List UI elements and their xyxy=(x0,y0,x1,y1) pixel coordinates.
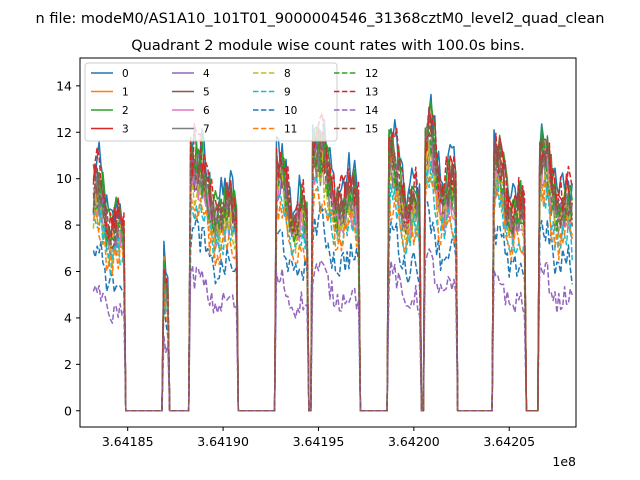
legend-label: 0 xyxy=(122,68,129,80)
chart-suptitle: n file: modeM0/AS1A10_101T01_9000004546_… xyxy=(36,11,605,27)
legend-item: 12 xyxy=(334,68,378,80)
y-tick-label: 4 xyxy=(64,310,72,325)
y-tick-label: 14 xyxy=(56,78,72,93)
legend-label: 13 xyxy=(365,87,378,99)
x-tick-label: 3.64200 xyxy=(388,434,440,449)
x-tick-label: 3.64205 xyxy=(483,434,535,449)
legend-item: 7 xyxy=(172,124,210,136)
legend-item: 13 xyxy=(334,87,378,99)
legend-item: 10 xyxy=(253,105,297,117)
x-tick-label: 3.64185 xyxy=(102,434,154,449)
legend-label: 11 xyxy=(284,124,297,136)
y-tick-label: 0 xyxy=(64,403,72,418)
legend-label: 10 xyxy=(284,105,297,117)
legend-label: 2 xyxy=(122,105,129,117)
x-axis: 3.64185 3.64190 3.64195 3.64200 3.64205 xyxy=(102,427,535,449)
legend-item: 6 xyxy=(172,105,210,117)
x-tick-label: 3.64195 xyxy=(293,434,345,449)
legend-label: 12 xyxy=(365,68,378,80)
legend-label: 8 xyxy=(284,68,291,80)
legend-item: 14 xyxy=(334,105,379,117)
legend-label: 1 xyxy=(122,87,129,99)
series-layer xyxy=(92,93,573,412)
legend-item: 1 xyxy=(91,87,129,99)
y-tick-label: 6 xyxy=(64,264,72,279)
legend-item: 11 xyxy=(253,124,297,136)
legend-item: 8 xyxy=(253,68,291,80)
x-tick-label: 3.64190 xyxy=(197,434,249,449)
legend-item: 5 xyxy=(172,87,210,99)
y-tick-label: 2 xyxy=(64,357,72,372)
legend-item: 15 xyxy=(334,124,378,136)
series-line-15 xyxy=(92,106,573,412)
legend-item: 0 xyxy=(91,68,129,80)
x-offset-label: 1e8 xyxy=(552,454,576,469)
legend-label: 4 xyxy=(203,68,210,80)
y-tick-label: 12 xyxy=(56,125,72,140)
y-tick-label: 8 xyxy=(64,218,72,233)
legend-item: 9 xyxy=(253,87,291,99)
legend-label: 7 xyxy=(203,124,210,136)
plot-frame xyxy=(79,57,577,428)
y-tick-label: 10 xyxy=(56,171,72,186)
legend-item: 3 xyxy=(91,124,129,136)
legend-label: 15 xyxy=(365,124,378,136)
chart-title: Quadrant 2 module wise count rates with … xyxy=(131,38,525,54)
legend-label: 6 xyxy=(203,105,210,117)
y-axis: 0 2 4 6 8 10 12 14 xyxy=(56,78,80,418)
legend-label: 5 xyxy=(203,87,210,99)
legend-label: 14 xyxy=(365,105,379,117)
legend-frame xyxy=(84,62,338,142)
legend-label: 3 xyxy=(122,124,129,136)
legend-item: 2 xyxy=(91,105,129,117)
legend-item: 4 xyxy=(172,68,210,80)
legend-label: 9 xyxy=(284,87,291,99)
